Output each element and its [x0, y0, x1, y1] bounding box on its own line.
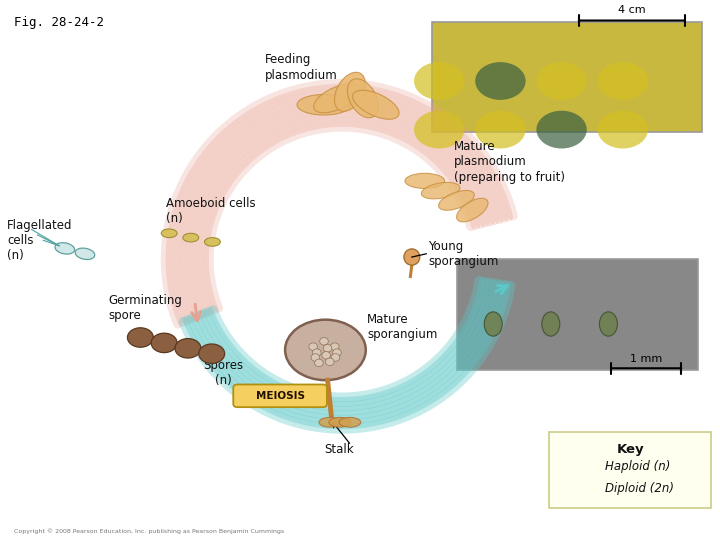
Ellipse shape [297, 94, 351, 115]
Text: Young
sporangium: Young sporangium [428, 240, 499, 268]
Ellipse shape [536, 62, 587, 100]
Text: Stalk: Stalk [325, 443, 354, 456]
Ellipse shape [475, 111, 526, 148]
Text: MEIOSIS: MEIOSIS [256, 391, 305, 401]
Text: Haploid (n): Haploid (n) [605, 460, 670, 472]
Text: Copyright © 2008 Pearson Education, Inc. publishing as Pearson Benjamin Cummings: Copyright © 2008 Pearson Education, Inc.… [14, 528, 284, 534]
Ellipse shape [421, 183, 460, 199]
Ellipse shape [183, 233, 199, 242]
Ellipse shape [55, 242, 75, 254]
Ellipse shape [348, 79, 378, 118]
Ellipse shape [204, 238, 220, 246]
Text: 1 mm: 1 mm [630, 354, 662, 364]
Ellipse shape [485, 312, 503, 336]
Text: Diploid (2n): Diploid (2n) [605, 482, 674, 495]
Ellipse shape [322, 352, 330, 359]
Ellipse shape [320, 338, 328, 345]
Ellipse shape [339, 417, 361, 427]
Ellipse shape [75, 248, 95, 260]
Circle shape [175, 339, 201, 358]
Text: Flagellated
cells
(n): Flagellated cells (n) [7, 219, 73, 262]
Ellipse shape [329, 417, 351, 427]
Circle shape [151, 333, 177, 353]
FancyBboxPatch shape [432, 22, 702, 132]
Ellipse shape [414, 111, 464, 148]
Ellipse shape [598, 111, 648, 148]
Ellipse shape [325, 358, 334, 366]
Ellipse shape [404, 249, 420, 265]
Ellipse shape [405, 173, 444, 188]
Ellipse shape [331, 354, 340, 361]
Text: Amoeboid cells
(n): Amoeboid cells (n) [166, 197, 255, 225]
Ellipse shape [456, 198, 488, 222]
FancyBboxPatch shape [549, 432, 711, 508]
Ellipse shape [353, 90, 399, 119]
Ellipse shape [414, 62, 464, 100]
Ellipse shape [475, 62, 526, 100]
Ellipse shape [319, 417, 341, 427]
Circle shape [127, 328, 153, 347]
Text: 4 cm: 4 cm [618, 5, 645, 15]
Circle shape [285, 320, 366, 380]
Ellipse shape [309, 343, 318, 350]
Ellipse shape [600, 312, 618, 336]
FancyBboxPatch shape [233, 384, 327, 407]
Text: Mature
plasmodium
(preparing to fruit): Mature plasmodium (preparing to fruit) [454, 140, 564, 184]
Ellipse shape [438, 191, 474, 210]
Ellipse shape [311, 354, 320, 361]
Text: Spores
(n): Spores (n) [203, 359, 243, 387]
Ellipse shape [323, 345, 332, 352]
Ellipse shape [333, 349, 341, 356]
Ellipse shape [314, 84, 360, 113]
Ellipse shape [335, 72, 365, 111]
Text: Key: Key [616, 443, 644, 456]
Ellipse shape [330, 343, 339, 350]
Text: Germinating
spore: Germinating spore [108, 294, 182, 322]
Ellipse shape [315, 359, 323, 367]
Ellipse shape [541, 312, 560, 336]
Ellipse shape [536, 111, 587, 148]
Ellipse shape [598, 62, 648, 100]
Ellipse shape [161, 229, 177, 238]
Ellipse shape [312, 349, 321, 356]
FancyBboxPatch shape [457, 259, 698, 370]
Text: Fig. 28-24-2: Fig. 28-24-2 [14, 16, 104, 29]
Circle shape [199, 344, 225, 363]
Text: Mature
sporangium: Mature sporangium [367, 313, 438, 341]
Text: Feeding
plasmodium: Feeding plasmodium [265, 53, 338, 82]
